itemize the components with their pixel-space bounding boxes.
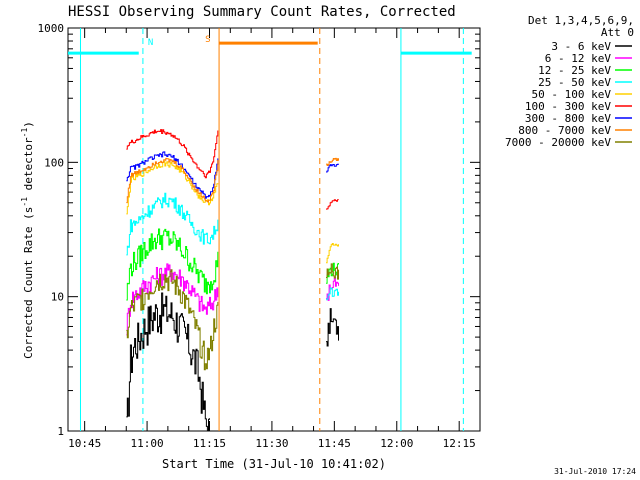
night-label: N	[148, 38, 153, 48]
y-axis-label: Corrected Count Rate (s-1 detector-1)	[20, 121, 35, 359]
legend-entry-label: 50 - 100 keV	[532, 88, 612, 101]
y-axis-label-end: )	[22, 121, 35, 128]
y-axis-label-sup2: -1	[20, 128, 29, 138]
series-25-50-kev-line-2	[326, 287, 339, 301]
y-axis-label-mid: detector	[22, 137, 35, 197]
series-800-7000-kev-line-2	[326, 157, 339, 166]
y-axis-label-sup1: -1	[20, 197, 29, 207]
y-tick-label: 1000	[38, 22, 65, 35]
x-axis-label: Start Time (31-Jul-10 10:41:02)	[162, 457, 386, 471]
x-axis-ticks: 10:45 11:00 11:15 11:30 11:45 12:00 12:15	[68, 28, 476, 450]
legend-entry-label: 12 - 25 keV	[538, 64, 611, 77]
footer-date: 31-Jul-2010 17:24	[554, 467, 636, 476]
series-25-50-kev-line	[126, 192, 219, 256]
saa-label: S	[205, 35, 210, 45]
legend-entry-label: 25 - 50 keV	[538, 76, 611, 89]
legend-header-line2: Att 0	[601, 26, 634, 39]
y-tick-label: 1	[57, 425, 64, 438]
series-50-100-kev-line	[126, 160, 219, 215]
legend-header-line1: Det 1,3,4,5,6,9,	[528, 14, 634, 27]
series-3-6-kev-line-2	[326, 308, 339, 347]
x-tick-label: 11:30	[255, 437, 288, 450]
y-tick-label: 100	[44, 156, 64, 169]
series-12-25-kev-line-2	[326, 262, 339, 284]
series-12-25-kev-line	[126, 228, 219, 301]
series-50-100-kev-line-2	[326, 243, 339, 264]
legend-entry-label: 100 - 300 keV	[525, 100, 611, 113]
y-axis-ticks: 1 10 100 1000	[38, 22, 480, 438]
y-tick-label: 10	[51, 291, 64, 304]
x-tick-label: 11:45	[318, 437, 351, 450]
series-100-300-kev-line-2	[326, 199, 339, 210]
series-7000-20000-kev-line-2	[326, 263, 339, 280]
chart-title: HESSI Observing Summary Count Rates, Cor…	[68, 4, 456, 20]
series-6-12-kev-line-2	[326, 277, 339, 301]
series-100-300-kev-line	[126, 129, 219, 179]
legend-entry-label: 3 - 6 keV	[551, 40, 611, 53]
y-axis-label-main: Corrected Count Rate (s	[22, 207, 35, 359]
data-series	[126, 129, 339, 432]
x-tick-label: 10:45	[68, 437, 101, 450]
series-7000-20000-kev-line	[126, 269, 219, 371]
legend-entry-label: 300 - 800 keV	[525, 112, 611, 125]
series-800-7000-kev-line	[126, 157, 219, 204]
plot-area	[67, 27, 481, 432]
series-300-800-kev-line	[126, 151, 219, 199]
legend-entry-label: 800 - 7000 keV	[518, 124, 611, 137]
x-tick-label: 12:00	[380, 437, 413, 450]
legend-entry-label: 7000 - 20000 keV	[505, 136, 611, 149]
x-tick-label: 11:00	[131, 437, 164, 450]
series-3-6-kev-line	[126, 292, 210, 432]
x-tick-label: 12:15	[443, 437, 476, 450]
x-tick-label: 11:15	[193, 437, 226, 450]
series-300-800-kev-line-2	[326, 163, 339, 173]
legend-entry-label: 6 - 12 keV	[545, 52, 612, 65]
